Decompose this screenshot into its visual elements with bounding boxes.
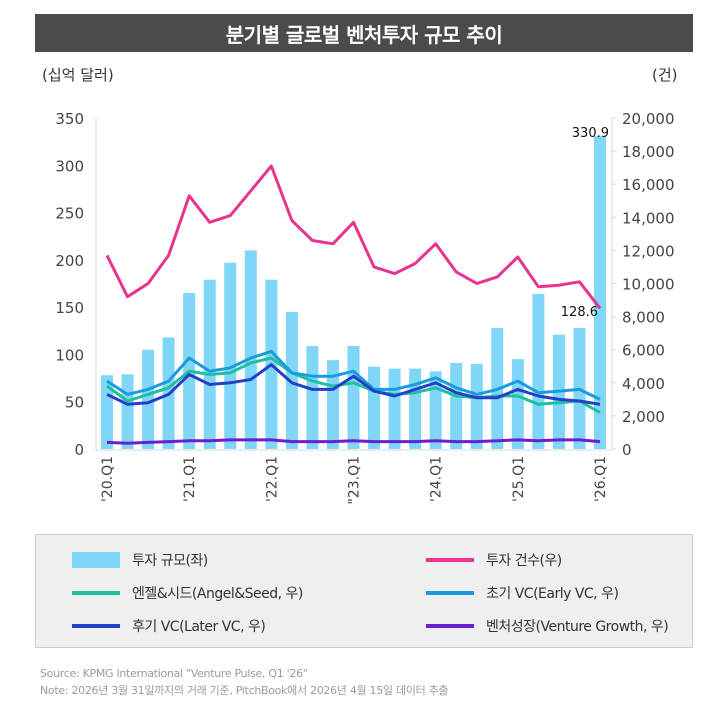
- right-axis-tick-label: 0: [622, 441, 632, 459]
- bar-'21.Q2: [203, 279, 216, 449]
- bar-'22.Q4: [326, 360, 339, 449]
- right-axis-tick-label: 4,000: [622, 375, 665, 393]
- note-text: Note: 2026년 3월 31일까지의 거래 기준, PitchBook에서…: [40, 684, 449, 697]
- legend-swatch-bar: [72, 552, 120, 568]
- bar-'20.Q1: [101, 375, 113, 449]
- bar-'21.Q3: [224, 262, 237, 449]
- legend-swatch-line: [426, 591, 474, 595]
- left-axis-tick-label: 350: [55, 110, 84, 128]
- combo-chart: (십억 달러) (건) 0 50 100 150 200 250 300 350 0 2,000…: [42, 66, 678, 505]
- footer: Source: KPMG International "Venture Puls…: [40, 665, 449, 699]
- legend-swatch-line: [72, 591, 120, 595]
- x-axis-tick-label: '26.Q1: [593, 456, 609, 502]
- bar-'23.Q4: [409, 368, 422, 449]
- left-axis-tick-label: 150: [55, 299, 84, 317]
- right-axis-tick-label: 12,000: [622, 242, 675, 260]
- bar-'23.Q1: [347, 345, 360, 449]
- chart-title: 분기별 글로벌 벤처투자 규모 추이: [35, 14, 693, 52]
- legend-label: 엔젤&시드(Angel&Seed, 우): [132, 586, 303, 602]
- legend-item-angel-seed: 엔젤&시드(Angel&Seed, 우): [72, 583, 303, 603]
- x-axis-tick-label: '20.Q1: [100, 456, 116, 502]
- left-axis-tick-label: 250: [55, 205, 84, 223]
- x-axis-tick-label: "23.Q1: [347, 456, 363, 505]
- legend-item-deal-count: 투자 건수(우): [426, 550, 562, 570]
- legend-swatch-line: [72, 624, 120, 628]
- legend-label: 후기 VC(Later VC, 우): [132, 619, 266, 635]
- line-series-초기 VC(Early VC, 우): [106, 349, 601, 401]
- x-axis-tick-label: '24.Q1: [429, 456, 445, 502]
- line-series-벤처성장(Venture Growth, 우): [106, 438, 601, 445]
- legend-item-investment-size: 투자 규모(좌): [72, 550, 208, 570]
- legend-label: 투자 규모(좌): [132, 553, 208, 569]
- right-axis-tick-label: 2,000: [622, 408, 665, 426]
- right-axis-unit: (건): [652, 66, 678, 84]
- left-axis-unit: (십억 달러): [42, 66, 114, 84]
- legend-swatch-line: [426, 558, 474, 562]
- right-axis-tick-label: 16,000: [622, 176, 675, 194]
- line-series-투자 건수(우): [105, 164, 602, 310]
- bar-'22.Q2: [285, 311, 298, 449]
- legend-item-later-vc: 후기 VC(Later VC, 우): [72, 616, 266, 636]
- legend: 투자 규모(좌) 투자 건수(우) 엔젤&시드(Angel&Seed, 우) 초…: [35, 534, 693, 648]
- right-axis-tick-label: 14,000: [622, 209, 675, 227]
- left-axis-tick-label: 200: [55, 252, 84, 270]
- legend-item-early-vc: 초기 VC(Early VC, 우): [426, 583, 619, 603]
- bar-'20.Q3: [142, 349, 155, 449]
- right-axis-tick-label: 8,000: [622, 309, 665, 327]
- bar-'24.Q1: [429, 371, 442, 449]
- bar-'25.Q2: [532, 293, 545, 449]
- right-axis-tick-label: 18,000: [622, 143, 675, 161]
- bar-'26.Q1: [594, 136, 606, 449]
- legend-swatch-line: [426, 624, 474, 628]
- line-series-후기 VC(Later VC, 우): [106, 363, 601, 406]
- annotation-128-6: 128.6: [561, 305, 598, 320]
- line-series-엔젤&시드(Angel&Seed, 우): [106, 356, 601, 414]
- left-axis-tick-label: 100: [55, 346, 84, 364]
- bar-'23.Q2: [368, 366, 381, 449]
- x-axis-tick-label: '25.Q1: [511, 456, 527, 502]
- right-axis-tick-label: 10,000: [622, 276, 675, 294]
- bar-'22.Q3: [306, 345, 319, 449]
- annotation-330-9: 330.9: [572, 126, 609, 141]
- legend-label: 초기 VC(Early VC, 우): [486, 586, 619, 602]
- legend-item-venture-growth: 벤처성장(Venture Growth, 우): [426, 616, 669, 636]
- bar-'25.Q1: [511, 359, 524, 449]
- left-axis-tick-label: 0: [74, 441, 84, 459]
- legend-label: 투자 건수(우): [486, 553, 562, 569]
- x-axis-tick-label: '21.Q1: [182, 456, 198, 502]
- x-axis-tick-label: '22.Q1: [264, 456, 280, 502]
- legend-label: 벤처성장(Venture Growth, 우): [486, 619, 669, 635]
- bar-'20.Q2: [121, 374, 134, 449]
- bar-'24.Q3: [470, 363, 483, 449]
- bar-'21.Q4: [244, 250, 257, 449]
- bar-'24.Q2: [450, 362, 463, 449]
- bar-'23.Q3: [388, 368, 401, 449]
- left-axis-tick-label: 50: [65, 394, 84, 412]
- right-axis-tick-label: 20,000: [622, 110, 675, 128]
- right-axis-tick-label: 6,000: [622, 342, 665, 360]
- left-axis-tick-label: 300: [55, 157, 84, 175]
- source-text: Source: KPMG International "Venture Puls…: [40, 667, 308, 680]
